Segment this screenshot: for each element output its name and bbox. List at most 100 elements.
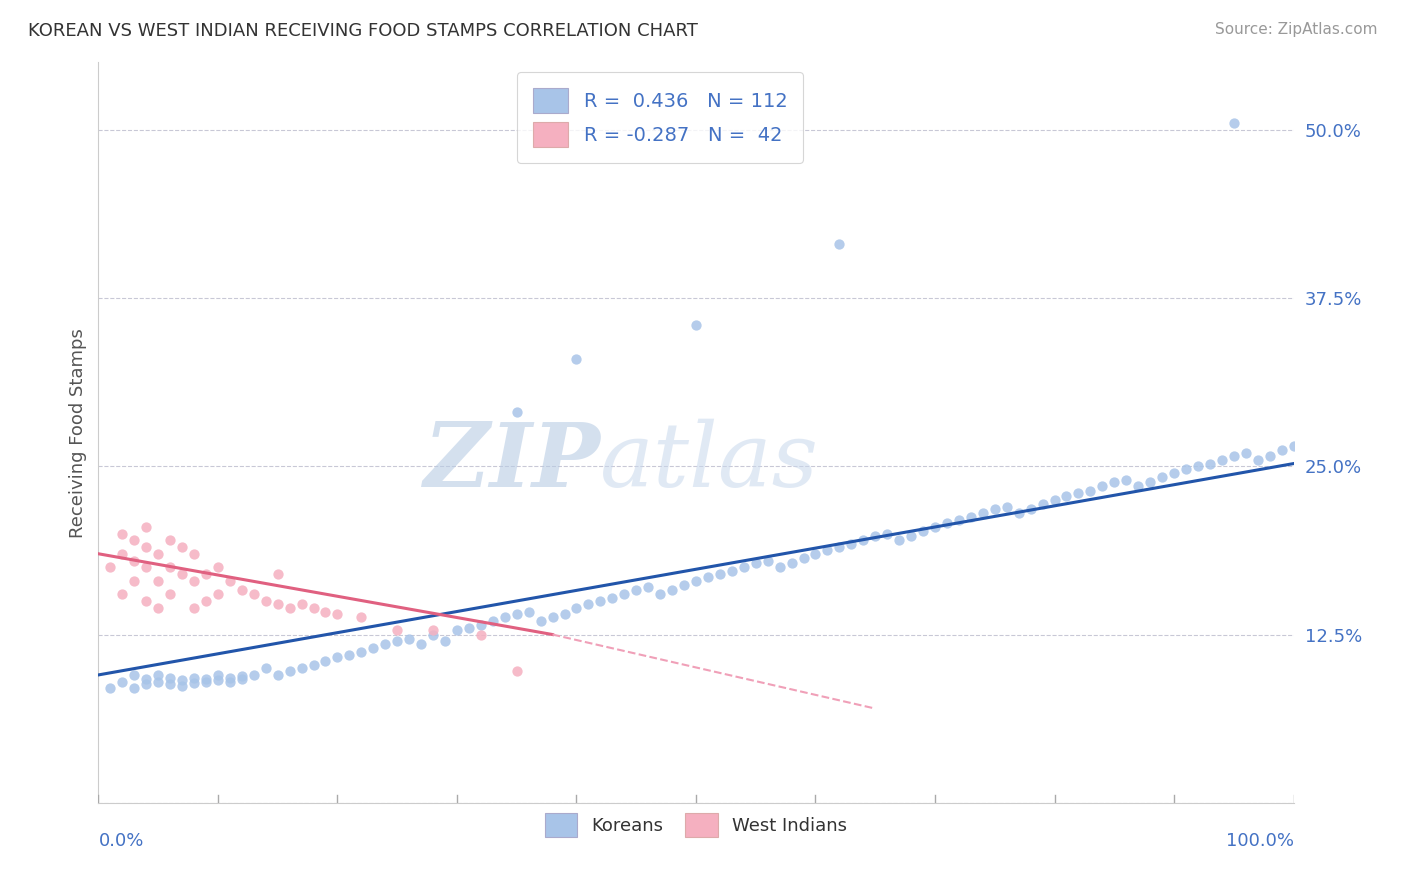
Point: [889, 533, 911, 548]
Point: [231, 672, 253, 686]
Point: [565, 600, 588, 615]
Point: [195, 672, 218, 686]
Point: [506, 607, 529, 622]
Point: [530, 614, 553, 628]
Point: [995, 500, 1018, 514]
Point: [207, 673, 229, 688]
Point: [350, 645, 373, 659]
Point: [554, 607, 576, 622]
Point: [291, 661, 314, 675]
Point: [183, 676, 205, 690]
Point: [648, 587, 672, 601]
Point: [219, 574, 242, 588]
Point: [804, 547, 827, 561]
Point: [111, 587, 134, 601]
Point: [315, 605, 337, 619]
Point: [148, 674, 170, 689]
Point: [302, 600, 325, 615]
Point: [135, 540, 157, 554]
Point: [183, 600, 205, 615]
Point: [589, 594, 612, 608]
Point: [1258, 449, 1281, 463]
Point: [124, 681, 146, 696]
Point: [398, 632, 420, 646]
Point: [541, 610, 564, 624]
Point: [159, 671, 181, 685]
Point: [135, 560, 157, 574]
Point: [195, 594, 218, 608]
Point: [911, 524, 934, 538]
Point: [578, 597, 600, 611]
Point: [1104, 475, 1126, 490]
Point: [768, 560, 790, 574]
Point: [135, 677, 157, 691]
Point: [207, 560, 229, 574]
Point: [124, 574, 146, 588]
Point: [852, 533, 875, 548]
Point: [865, 529, 887, 543]
Point: [984, 502, 1007, 516]
Point: [1080, 483, 1102, 498]
Point: [613, 587, 636, 601]
Point: [339, 648, 361, 662]
Point: [315, 655, 337, 669]
Point: [721, 564, 744, 578]
Point: [1163, 466, 1185, 480]
Point: [159, 533, 181, 548]
Point: [1043, 492, 1066, 507]
Point: [124, 533, 146, 548]
Point: [1282, 439, 1305, 453]
Point: [841, 537, 863, 551]
Point: [637, 581, 659, 595]
Point: [111, 547, 134, 561]
Point: [219, 671, 242, 685]
Point: [876, 526, 898, 541]
Point: [470, 618, 492, 632]
Point: [1175, 462, 1198, 476]
Point: [960, 510, 983, 524]
Point: [278, 664, 301, 678]
Point: [1223, 116, 1246, 130]
Point: [326, 650, 349, 665]
Point: [254, 661, 277, 675]
Point: [900, 529, 922, 543]
Point: [936, 516, 959, 530]
Point: [673, 578, 696, 592]
Point: [470, 627, 492, 641]
Point: [1032, 497, 1054, 511]
Point: [1128, 479, 1150, 493]
Point: [183, 547, 205, 561]
Point: [267, 668, 290, 682]
Point: [972, 507, 994, 521]
Point: [385, 634, 409, 648]
Point: [219, 674, 242, 689]
Point: [685, 318, 707, 332]
Text: 0.0%: 0.0%: [98, 832, 143, 850]
Point: [828, 237, 851, 252]
Point: [385, 624, 409, 638]
Point: [148, 600, 170, 615]
Point: [1091, 479, 1114, 493]
Point: [1271, 443, 1294, 458]
Point: [159, 587, 181, 601]
Point: [111, 526, 134, 541]
Point: [350, 610, 373, 624]
Point: [494, 610, 516, 624]
Point: [98, 681, 122, 696]
Point: [148, 574, 170, 588]
Point: [1019, 502, 1042, 516]
Point: [172, 673, 194, 688]
Point: [207, 668, 229, 682]
Point: [1211, 452, 1233, 467]
Point: [231, 669, 253, 683]
Point: [1008, 507, 1031, 521]
Point: [422, 627, 444, 641]
Point: [756, 553, 779, 567]
Point: [1187, 459, 1209, 474]
Point: [172, 679, 194, 693]
Point: [231, 583, 253, 598]
Point: [517, 605, 540, 619]
Text: atlas: atlas: [600, 419, 820, 506]
Point: [745, 556, 768, 570]
Point: [1152, 470, 1174, 484]
